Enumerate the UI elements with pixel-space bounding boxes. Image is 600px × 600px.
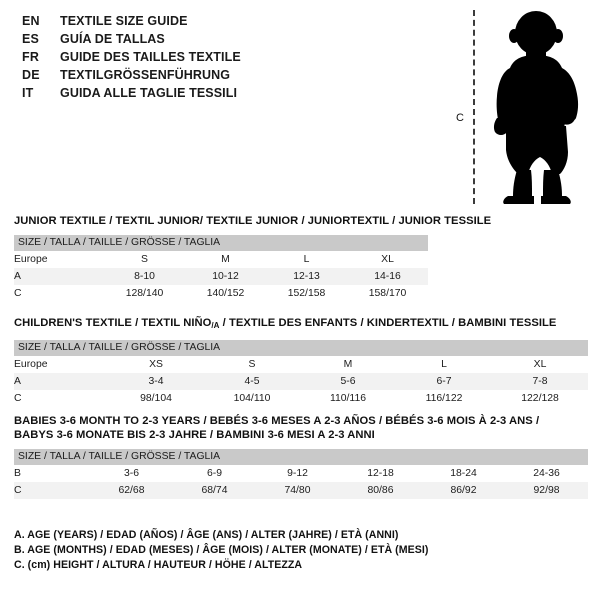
language-code-de: DE bbox=[22, 68, 40, 82]
babies-c-col-5: 86/92 bbox=[422, 482, 505, 499]
table-row: Europe XS S M L XL bbox=[14, 356, 589, 373]
babies-row-label-b: B bbox=[14, 465, 90, 482]
babies-table-band-header: SIZE / TALLA / TAILLE / GRÖSSE / TAGLIA bbox=[14, 449, 589, 465]
section-title-babies-line2: BABYS 3-6 MONATE BIS 2-3 JAHRE / BAMBINI… bbox=[14, 429, 375, 441]
language-header: EN TEXTILE SIZE GUIDE ES GUÍA DE TALLAS … bbox=[22, 14, 402, 104]
babies-b-col-6: 24-36 bbox=[505, 465, 589, 482]
section-title-junior: JUNIOR TEXTILE / TEXTIL JUNIOR/ TEXTILE … bbox=[14, 215, 492, 227]
section-title-children-sub: /A bbox=[211, 321, 220, 330]
children-c-col-2: 104/110 bbox=[204, 390, 300, 407]
measurement-legend: A. AGE (YEARS) / EDAD (AÑOS) / ÂGE (ANS)… bbox=[14, 528, 428, 573]
junior-row-label-a: A bbox=[14, 268, 104, 285]
table-row: A 3-4 4-5 5-6 6-7 7-8 bbox=[14, 373, 589, 390]
junior-a-col-4: 14-16 bbox=[347, 268, 429, 285]
babies-b-col-3: 9-12 bbox=[256, 465, 339, 482]
children-row-label-europe: Europe bbox=[14, 356, 108, 373]
children-table-band-header: SIZE / TALLA / TAILLE / GRÖSSE / TAGLIA bbox=[14, 340, 589, 356]
language-row-fr: FR GUIDE DES TAILLES TEXTILE bbox=[22, 50, 402, 68]
babies-c-col-1: 62/68 bbox=[90, 482, 173, 499]
children-europe-col-3: M bbox=[300, 356, 396, 373]
language-row-en: EN TEXTILE SIZE GUIDE bbox=[22, 14, 402, 32]
language-text-es: GUÍA DE TALLAS bbox=[60, 32, 165, 46]
section-title-babies-line1: BABIES 3-6 MONTH TO 2-3 YEARS / BEBÉS 3-… bbox=[14, 415, 540, 427]
toddler-silhouette-icon bbox=[493, 11, 579, 204]
table-row: C 128/140 140/152 152/158 158/170 bbox=[14, 285, 429, 302]
children-row-label-a: A bbox=[14, 373, 108, 390]
height-dashed-line bbox=[473, 10, 475, 204]
legend-line-c: C. (cm) HEIGHT / ALTURA / HAUTEUR / HÖHE… bbox=[14, 559, 303, 571]
junior-c-col-2: 140/152 bbox=[185, 285, 266, 302]
junior-table-band-header: SIZE / TALLA / TAILLE / GRÖSSE / TAGLIA bbox=[14, 235, 429, 251]
children-c-col-4: 116/122 bbox=[396, 390, 492, 407]
language-row-it: IT GUIDA ALLE TAGLIE TESSILI bbox=[22, 86, 402, 104]
legend-line-b: B. AGE (MONTHS) / EDAD (MESES) / ÂGE (MO… bbox=[14, 544, 429, 556]
babies-size-table: SIZE / TALLA / TAILLE / GRÖSSE / TAGLIA … bbox=[14, 449, 589, 499]
section-babies-textile: BABIES 3-6 MONTH TO 2-3 YEARS / BEBÉS 3-… bbox=[14, 414, 589, 499]
babies-b-col-4: 12-18 bbox=[339, 465, 422, 482]
section-childrens-textile: CHILDREN'S TEXTILE / TEXTIL NIÑO/A / TEX… bbox=[14, 316, 589, 407]
section-title-children: CHILDREN'S TEXTILE / TEXTIL NIÑO/A / TEX… bbox=[14, 316, 588, 333]
children-band-label: SIZE / TALLA / TAILLE / GRÖSSE / TAGLIA bbox=[14, 340, 589, 356]
table-row: Europe S M L XL bbox=[14, 251, 429, 268]
children-a-col-1: 3-4 bbox=[108, 373, 204, 390]
junior-a-col-1: 8-10 bbox=[104, 268, 185, 285]
junior-row-label-europe: Europe bbox=[14, 251, 104, 268]
children-c-col-3: 110/116 bbox=[300, 390, 396, 407]
children-size-table: SIZE / TALLA / TAILLE / GRÖSSE / TAGLIA … bbox=[14, 340, 589, 407]
table-row: C 62/68 68/74 74/80 80/86 86/92 92/98 bbox=[14, 482, 589, 499]
junior-row-label-c: C bbox=[14, 285, 104, 302]
junior-europe-col-1: S bbox=[104, 251, 185, 268]
language-text-it: GUIDA ALLE TAGLIE TESSILI bbox=[60, 86, 238, 100]
babies-c-col-4: 80/86 bbox=[339, 482, 422, 499]
babies-row-label-c: C bbox=[14, 482, 90, 499]
children-a-col-3: 5-6 bbox=[300, 373, 396, 390]
section-junior-textile: JUNIOR TEXTILE / TEXTIL JUNIOR/ TEXTILE … bbox=[14, 214, 492, 302]
language-text-fr: GUIDE DES TAILLES TEXTILE bbox=[60, 50, 241, 64]
language-text-de: TEXTILGRÖSSENFÜHRUNG bbox=[60, 68, 231, 82]
height-illustration: C bbox=[440, 6, 595, 206]
babies-c-col-2: 68/74 bbox=[173, 482, 256, 499]
children-a-col-5: 7-8 bbox=[492, 373, 589, 390]
junior-a-col-2: 10-12 bbox=[185, 268, 266, 285]
table-row: A 8-10 10-12 12-13 14-16 bbox=[14, 268, 429, 285]
junior-europe-col-2: M bbox=[185, 251, 266, 268]
babies-c-col-3: 74/80 bbox=[256, 482, 339, 499]
children-c-col-5: 122/128 bbox=[492, 390, 589, 407]
junior-c-col-3: 152/158 bbox=[266, 285, 347, 302]
children-a-col-2: 4-5 bbox=[204, 373, 300, 390]
language-code-fr: FR bbox=[22, 50, 40, 64]
language-row-de: DE TEXTILGRÖSSENFÜHRUNG bbox=[22, 68, 402, 86]
language-row-es: ES GUÍA DE TALLAS bbox=[22, 32, 402, 50]
junior-c-col-1: 128/140 bbox=[104, 285, 185, 302]
junior-c-col-4: 158/170 bbox=[347, 285, 429, 302]
language-code-it: IT bbox=[22, 86, 34, 100]
babies-c-col-6: 92/98 bbox=[505, 482, 589, 499]
junior-a-col-3: 12-13 bbox=[266, 268, 347, 285]
babies-band-label: SIZE / TALLA / TAILLE / GRÖSSE / TAGLIA bbox=[14, 449, 589, 465]
junior-europe-col-3: L bbox=[266, 251, 347, 268]
legend-line-a: A. AGE (YEARS) / EDAD (AÑOS) / ÂGE (ANS)… bbox=[14, 529, 399, 541]
children-europe-col-5: XL bbox=[492, 356, 589, 373]
language-text-en: TEXTILE SIZE GUIDE bbox=[60, 14, 188, 28]
height-measure-label: C bbox=[456, 112, 464, 124]
language-code-es: ES bbox=[22, 32, 40, 46]
children-europe-col-1: XS bbox=[108, 356, 204, 373]
section-title-children-pre: CHILDREN'S TEXTILE / TEXTIL NIÑO bbox=[14, 317, 212, 329]
junior-size-table: SIZE / TALLA / TAILLE / GRÖSSE / TAGLIA … bbox=[14, 235, 429, 302]
junior-europe-col-4: XL bbox=[347, 251, 429, 268]
table-row: B 3-6 6-9 9-12 12-18 18-24 24-36 bbox=[14, 465, 589, 482]
junior-band-label: SIZE / TALLA / TAILLE / GRÖSSE / TAGLIA bbox=[14, 235, 429, 251]
table-row: C 98/104 104/110 110/116 116/122 122/128 bbox=[14, 390, 589, 407]
children-europe-col-2: S bbox=[204, 356, 300, 373]
children-row-label-c: C bbox=[14, 390, 108, 407]
children-a-col-4: 6-7 bbox=[396, 373, 492, 390]
children-c-col-1: 98/104 bbox=[108, 390, 204, 407]
babies-b-col-2: 6-9 bbox=[173, 465, 256, 482]
babies-b-col-5: 18-24 bbox=[422, 465, 505, 482]
language-code-en: EN bbox=[22, 14, 40, 28]
babies-b-col-1: 3-6 bbox=[90, 465, 173, 482]
children-europe-col-4: L bbox=[396, 356, 492, 373]
section-title-children-post: / TEXTILE DES ENFANTS / KINDERTEXTIL / B… bbox=[219, 317, 557, 329]
